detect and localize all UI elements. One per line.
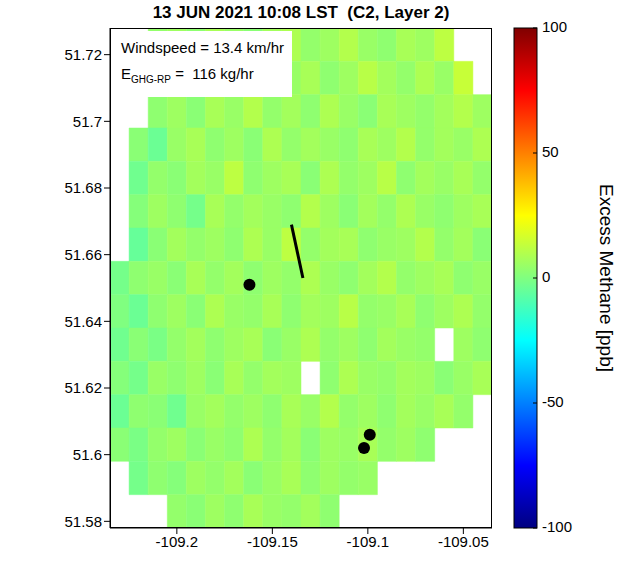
svg-text:51.72: 51.72 [64, 46, 102, 63]
html-text:Windspeed = 13.4 km/hr: Windspeed = 13.4 km/hr [121, 39, 284, 56]
svg-text:-50: -50 [542, 393, 564, 410]
html-text:13 JUN 2021 10:08 LST (C2, Lay: 13 JUN 2021 10:08 LST (C2, Layer 2) [152, 3, 450, 22]
svg-text:51.68: 51.68 [64, 179, 102, 196]
svg-text:100: 100 [542, 18, 567, 35]
svg-text:-109.1: -109.1 [347, 533, 390, 550]
html-text:EGHG-RP= 116 kg/hr: EGHG-RP= 116 kg/hr [121, 65, 254, 85]
svg-text:-109.05: -109.05 [438, 533, 489, 550]
svg-text:51.58: 51.58 [64, 513, 102, 530]
svg-text:51.62: 51.62 [64, 379, 102, 396]
svg-text:51.64: 51.64 [64, 313, 102, 330]
svg-text:50: 50 [542, 143, 559, 160]
svg-text:51.66: 51.66 [64, 246, 102, 263]
svg-text:-109.15: -109.15 [247, 533, 298, 550]
svg-text:51.7: 51.7 [73, 113, 102, 130]
svg-text:51.6: 51.6 [73, 446, 102, 463]
svg-text:0: 0 [542, 268, 550, 285]
svg-text:-109.2: -109.2 [156, 533, 199, 550]
svg-text:-100: -100 [542, 518, 572, 535]
svg-text:Excess Methane [ppb]: Excess Methane [ppb] [596, 184, 617, 372]
